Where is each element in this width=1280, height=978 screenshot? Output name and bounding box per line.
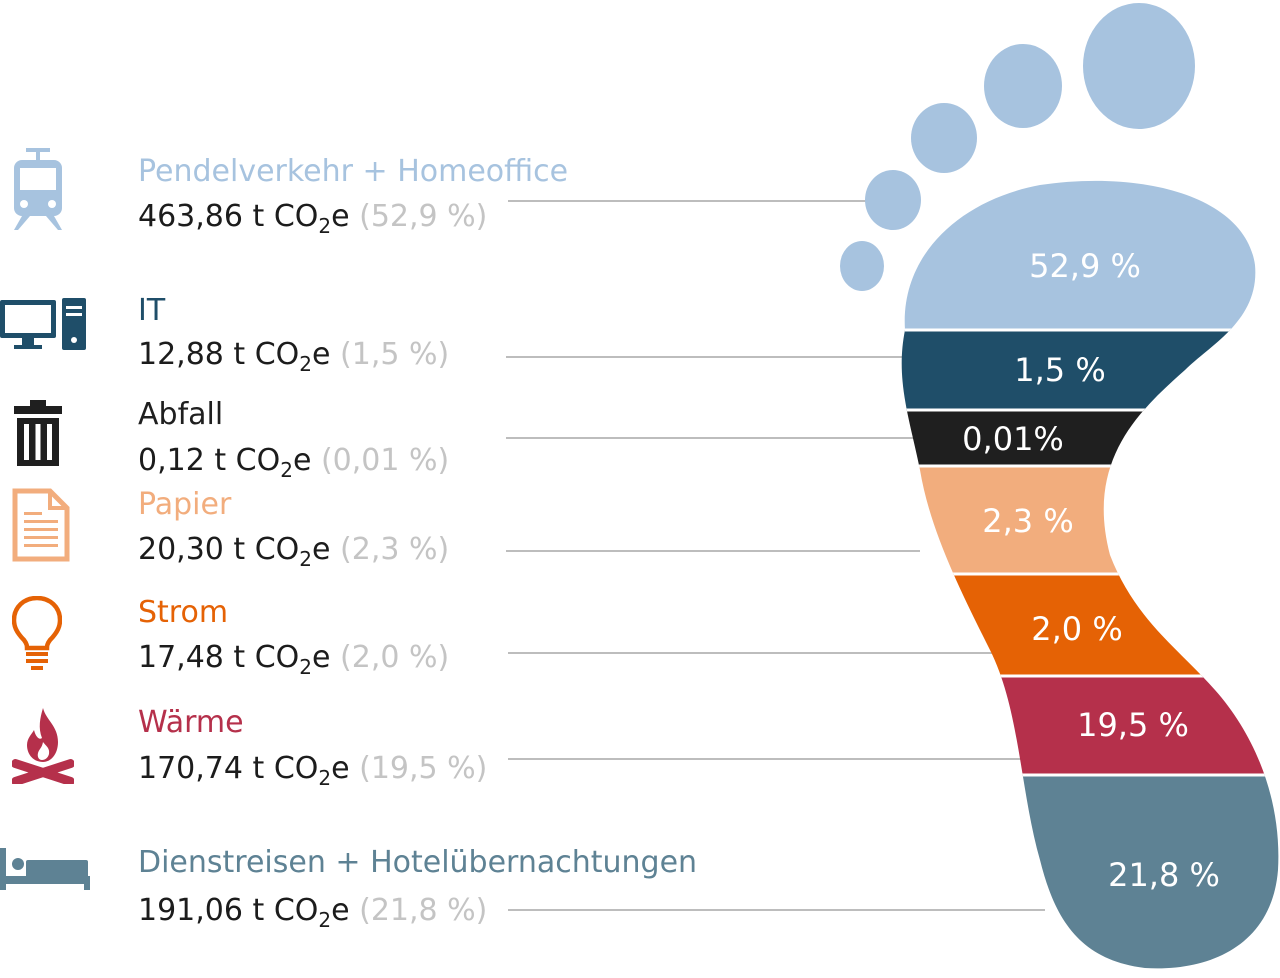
unit-suffix: e	[292, 443, 321, 478]
unit-subscript: 2	[299, 547, 313, 571]
unit-prefix: t CO	[223, 640, 300, 675]
computer-icon	[0, 298, 86, 350]
slice-label: 1,5 %	[1014, 351, 1105, 389]
slice-label: 0,01%	[962, 420, 1064, 458]
share-percent: (19,5 %)	[359, 751, 488, 786]
toe-5	[840, 241, 884, 291]
bed-icon	[0, 848, 90, 890]
unit-suffix: e	[312, 337, 341, 372]
value-number: 12,88	[138, 337, 224, 372]
lightbulb-icon	[12, 596, 62, 670]
unit-subscript: 2	[299, 352, 313, 376]
share-percent: (2,3 %)	[340, 532, 450, 567]
trash-icon	[14, 400, 62, 466]
value-number: 20,30	[138, 532, 224, 567]
unit-subscript: 2	[299, 655, 313, 679]
category-label: IT	[138, 293, 166, 328]
slice-label: 21,8 %	[1108, 856, 1220, 894]
category-label: Strom	[138, 595, 229, 630]
band-divider	[901, 773, 1279, 777]
unit-suffix: e	[312, 532, 341, 567]
unit-prefix: t CO	[223, 337, 300, 372]
unit-subscript: 2	[280, 458, 293, 482]
share-percent: (1,5 %)	[340, 337, 450, 372]
slice-label: 52,9 %	[1029, 247, 1141, 285]
unit-prefix: t CO	[242, 893, 319, 928]
category-label: Wärme	[138, 705, 244, 740]
share-percent: (2,0 %)	[340, 640, 450, 675]
unit-subscript: 2	[318, 908, 332, 932]
share-percent: (0,01 %)	[320, 443, 450, 478]
unit-prefix: t CO	[223, 532, 300, 567]
document-icon	[12, 488, 70, 562]
unit-subscript: 2	[318, 766, 332, 790]
value-number: 463,86	[138, 199, 243, 234]
category-value: 191,06 t CO2e (21,8 %)	[138, 893, 488, 933]
toe-2	[984, 44, 1062, 128]
category-value: 170,74 t CO2e (19,5 %)	[138, 751, 488, 791]
band-divider	[901, 328, 1279, 332]
category-value: 17,48 t CO2e (2,0 %)	[138, 640, 450, 680]
toe-big	[1083, 3, 1195, 129]
category-label: Dienstreisen + Hotelübernachtungen	[138, 845, 698, 880]
tram-icon	[14, 148, 62, 230]
category-label: Abfall	[138, 397, 224, 432]
toe-4	[865, 170, 921, 230]
slice-label: 2,3 %	[982, 502, 1073, 540]
value-number: 0,12	[138, 443, 205, 478]
slice-label: 2,0 %	[1031, 610, 1122, 648]
category-value: 12,88 t CO2e (1,5 %)	[138, 337, 450, 377]
footprint-band	[901, 676, 1279, 775]
footprint-band	[901, 410, 1279, 466]
category-value: 463,86 t CO2e (52,9 %)	[138, 199, 488, 239]
fire-icon	[12, 708, 74, 784]
slice-label: 19,5 %	[1077, 706, 1189, 744]
value-number: 17,48	[138, 640, 224, 675]
unit-prefix: t CO	[204, 443, 281, 478]
band-divider	[901, 674, 1279, 678]
toe-3	[911, 103, 977, 173]
category-value: 0,12 t CO2e (0,01 %)	[138, 443, 450, 483]
band-divider	[901, 408, 1279, 412]
unit-suffix: e	[331, 199, 360, 234]
unit-subscript: 2	[318, 214, 332, 238]
share-percent: (21,8 %)	[359, 893, 488, 928]
unit-suffix: e	[331, 751, 360, 786]
share-percent: (52,9 %)	[359, 199, 488, 234]
unit-prefix: t CO	[242, 199, 319, 234]
category-label: Papier	[138, 487, 232, 522]
value-number: 191,06	[138, 893, 243, 928]
category-label: Pendelverkehr + Homeoffice	[138, 154, 569, 189]
band-divider	[901, 572, 1279, 576]
band-divider	[901, 464, 1279, 468]
unit-prefix: t CO	[242, 751, 319, 786]
category-value: 20,30 t CO2e (2,3 %)	[138, 532, 450, 572]
unit-suffix: e	[331, 893, 360, 928]
value-number: 170,74	[138, 751, 243, 786]
unit-suffix: e	[312, 640, 341, 675]
